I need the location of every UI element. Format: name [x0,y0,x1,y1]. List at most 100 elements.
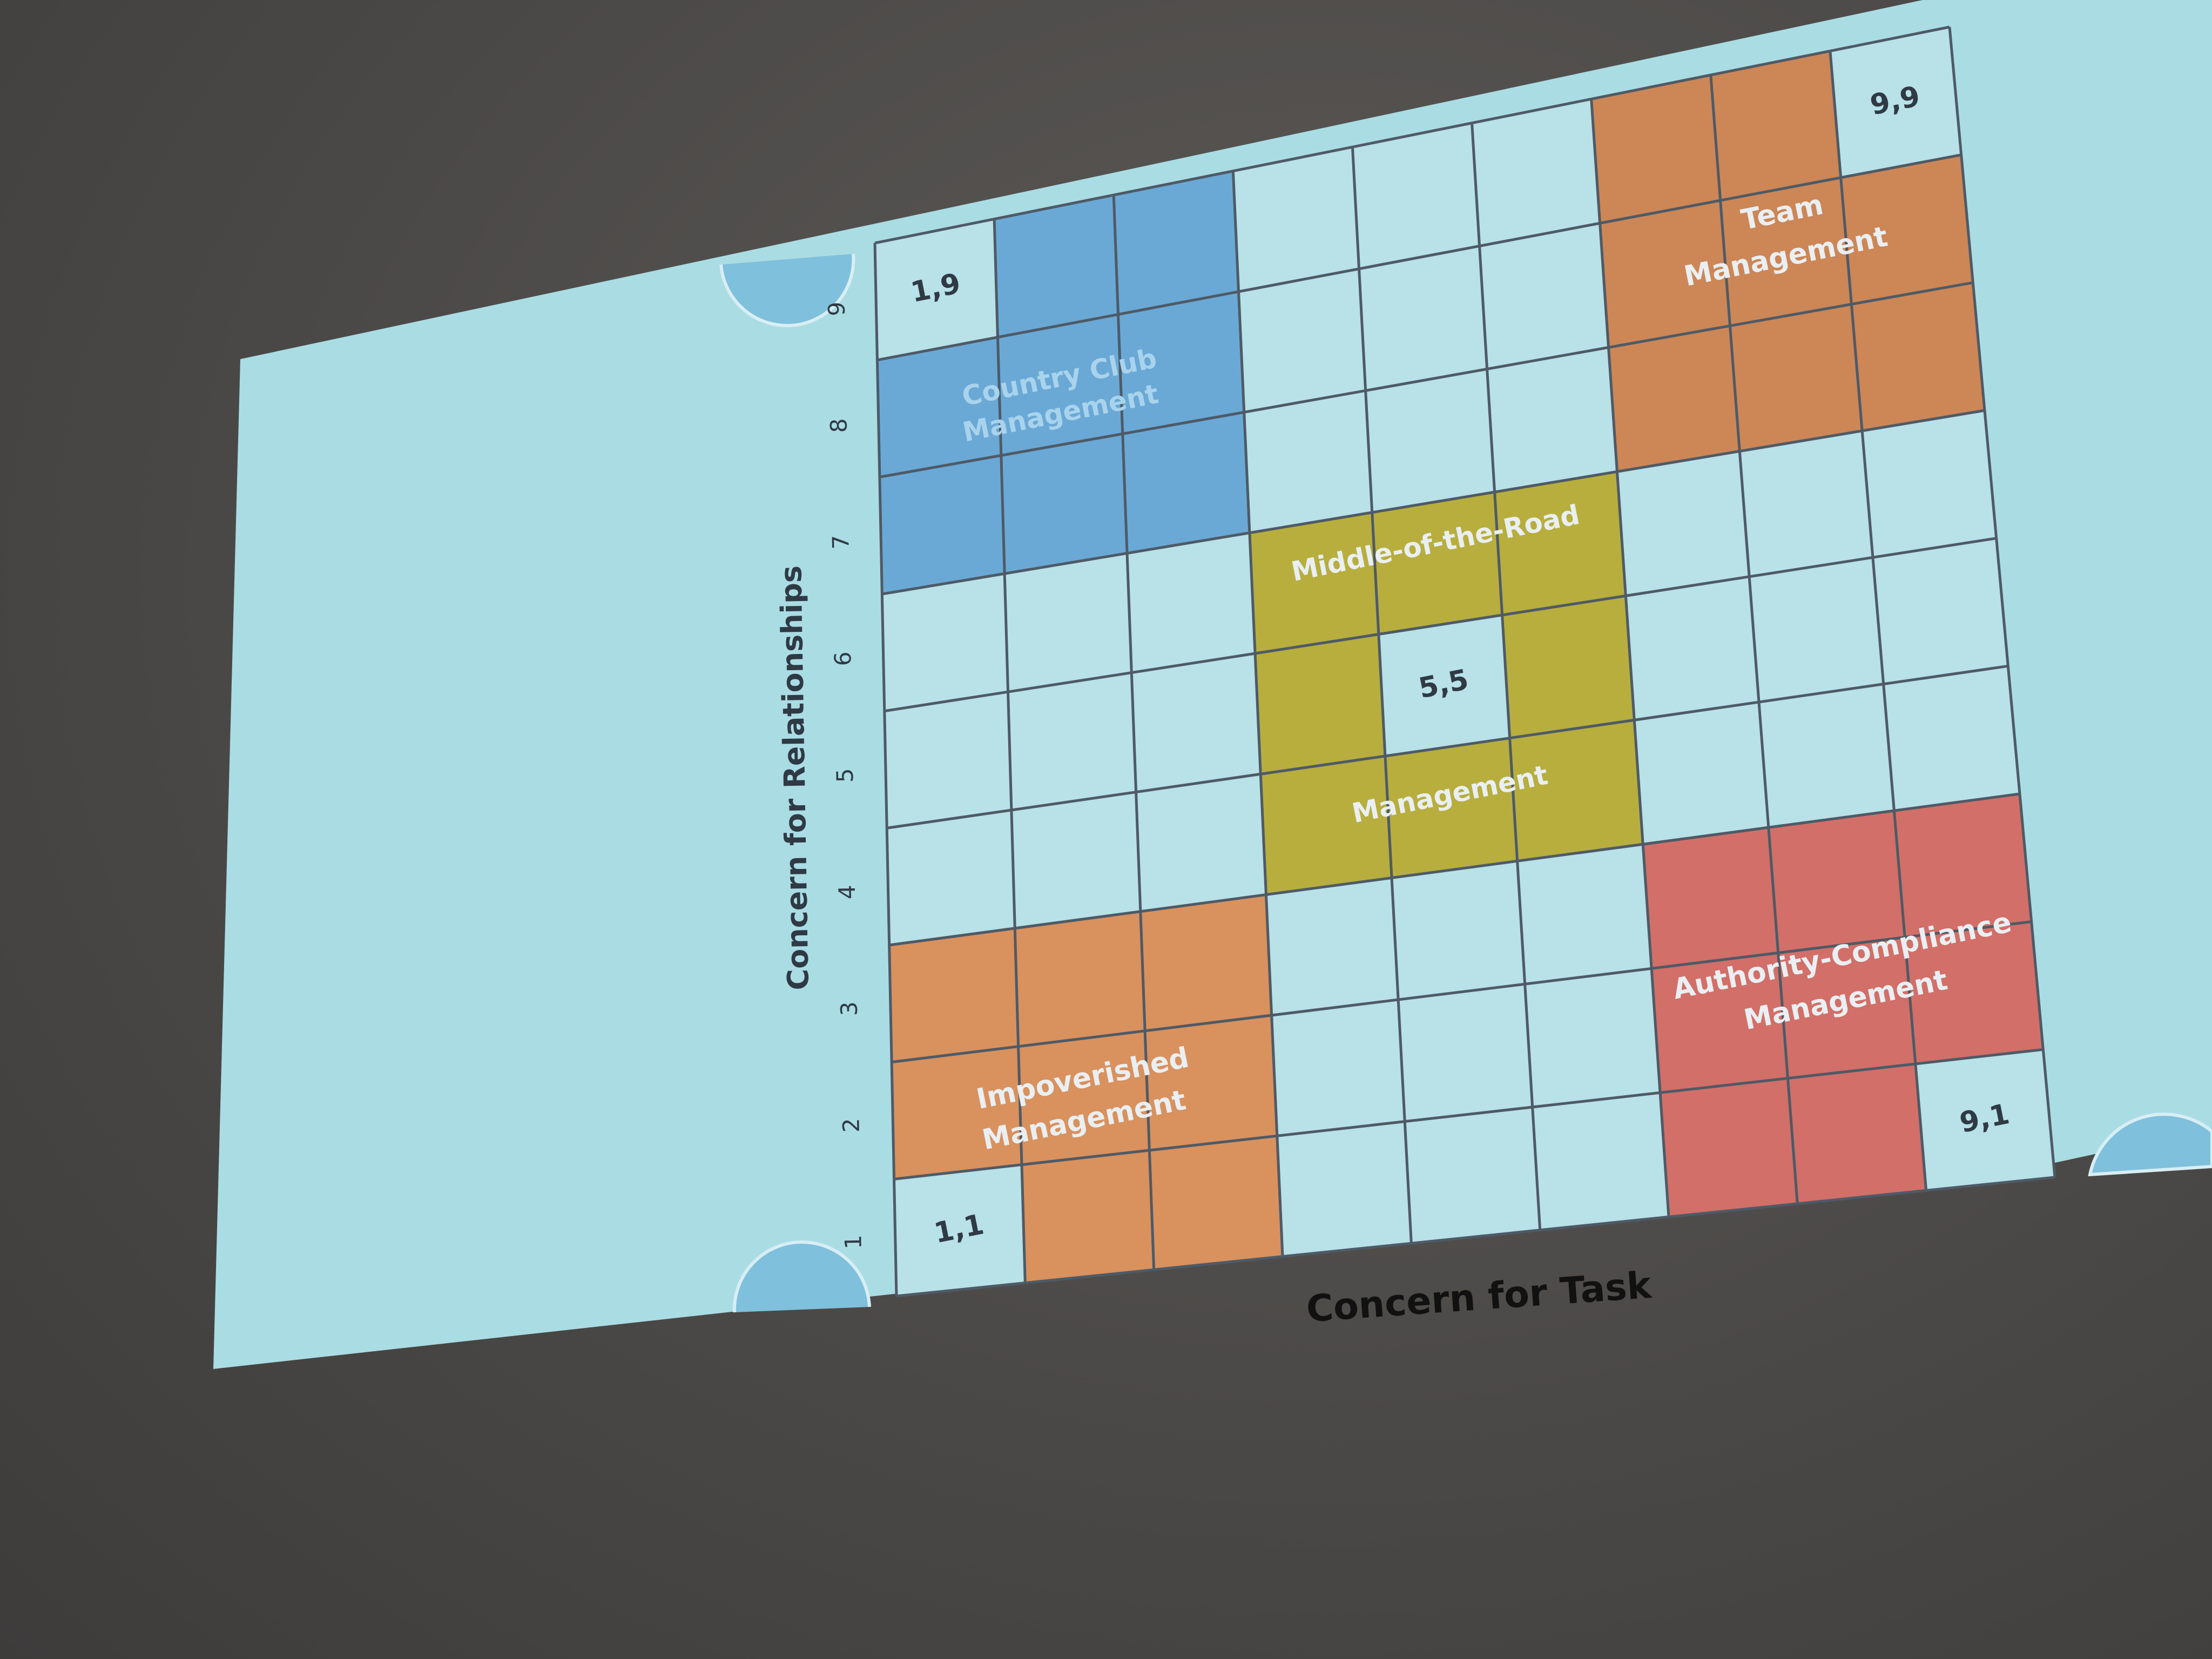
grid-cell [1255,634,1385,774]
grid-cell [1651,953,1788,1093]
grid-line-horizontal [881,409,1985,596]
grid-cell [1830,27,1961,178]
y-tick-label: 1 [840,1235,866,1250]
grid-line-vertical [873,242,898,1297]
grid-cell [1277,1121,1412,1257]
grid-cell [1271,1000,1405,1136]
grid-cell [877,337,1001,477]
grid-cell [1509,720,1643,861]
grid-cell [1626,576,1759,720]
grid-cell [887,810,1015,945]
grid-cell [1359,246,1487,391]
grid-cell [1660,1078,1798,1217]
grid-cell [1365,369,1495,512]
grid-line-horizontal [874,25,1950,245]
grid-cell [1905,921,2044,1064]
grid-cell [1118,292,1244,434]
grid-cell [1600,200,1730,348]
y-tick-label: 2 [838,1118,864,1133]
grid-cell [1145,1015,1277,1150]
grid-cell [1131,653,1261,792]
grid-line-horizontal [886,664,2008,830]
grid-line-vertical [1709,75,1799,1204]
grid-cell [1730,304,1863,451]
grid-cell [1608,326,1740,472]
grid-cell [1788,1064,1926,1204]
grid-cell [889,928,1019,1062]
grid-cell [1883,666,2020,811]
grid-line-horizontal [876,153,1962,362]
grid-cell [1233,147,1359,292]
grid-cell [1710,51,1841,201]
grid-cell [1502,596,1635,738]
grid-cell [1778,937,1916,1078]
grid-cell [1244,390,1372,533]
grid-cell [892,1046,1022,1179]
grid-cell [1015,911,1145,1047]
y-axis-ticks: 1 2 3 4 5 6 7 8 9 [824,301,867,1249]
grid-cell [1372,492,1502,635]
grid-line-vertical [993,219,1027,1283]
grid-line-vertical [1829,51,1928,1191]
y-tick-label: 8 [825,418,852,433]
grid-cell [997,314,1123,456]
grid-cell [1018,1030,1150,1165]
grid-line-horizontal [894,1048,2044,1181]
grid-cell [882,574,1008,711]
grid-cell [1405,1107,1540,1244]
grid-cell [1472,99,1600,246]
grid-cell [1479,223,1609,369]
grid-cell [1260,756,1392,895]
grid-cell [884,692,1011,828]
grid-line-vertical [1471,123,1542,1230]
grid-cell [1768,811,1905,953]
grid-cell [1758,684,1894,828]
grid-cell [1249,512,1379,653]
grid-cell [1517,844,1652,984]
grid-lines [873,25,2056,1298]
grid-line-vertical [1351,147,1413,1244]
grid-cell [1114,171,1239,315]
grid-cell [1385,738,1518,878]
x-axis-label: Concern for Task [1305,1264,1654,1331]
grid-line-vertical [1590,99,1670,1217]
grid-line-vertical [1948,26,2056,1178]
y-tick-label: 9 [824,301,850,316]
y-tick-label: 3 [836,1001,862,1016]
grid-cell [1266,878,1399,1015]
grid-cell [1487,347,1617,493]
grid-cell [1634,702,1769,845]
grid-cell [1398,984,1533,1122]
grid-cell [1136,774,1266,912]
grid-cell [1008,672,1136,810]
grid-line-vertical [1112,195,1156,1270]
grid-cell [1378,615,1510,756]
y-tick-label: 5 [832,768,858,783]
corner-decoration-right [2088,1112,2212,1177]
grid-cell [894,1164,1026,1296]
y-tick-label: 6 [830,651,856,666]
grid-cell [1494,471,1626,615]
grid-line-horizontal [891,920,2032,1064]
grid-cell [1840,154,1973,305]
grid-cell [1149,1136,1283,1270]
grid-cell [1749,557,1884,702]
grid-cell [1021,1150,1154,1283]
grid-line-horizontal [879,281,1973,478]
grid-line-vertical [1231,171,1284,1257]
grid-cell [1617,451,1750,596]
grid-cell [1352,123,1480,269]
grid-cell [994,195,1118,338]
grid-cell [1720,177,1852,326]
y-axis-label: Concern for Relationships [774,565,815,991]
grid-cell [1915,1049,2055,1191]
grid-cells [875,27,2055,1296]
grid-cell [1122,412,1250,554]
grid-cell [1739,430,1873,577]
grid-cell [1591,75,1721,224]
grid-cell [1127,532,1256,673]
grid-cell [1392,861,1525,1000]
corner-decoration-bottom [732,1240,871,1313]
